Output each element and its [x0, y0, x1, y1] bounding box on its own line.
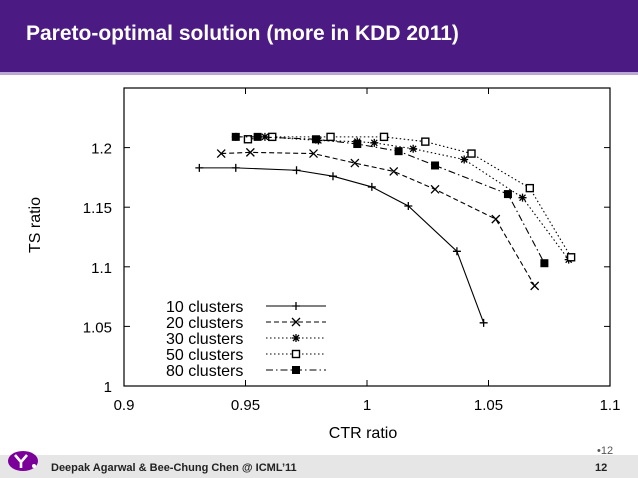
data-point-10-clusters [452, 247, 461, 256]
legend-marker-80-clusters [292, 366, 300, 374]
data-point-20-clusters [309, 149, 318, 159]
data-point-80-clusters [311, 135, 320, 144]
data-point-80-clusters [394, 147, 403, 156]
data-point-80-clusters [253, 132, 262, 141]
data-point-20-clusters [216, 149, 226, 159]
legend-label-50-clusters: 50 clusters [166, 347, 243, 364]
y-tick-label: 1.1 [91, 260, 112, 277]
data-point-80-clusters [431, 161, 440, 170]
data-point-30-clusters [460, 155, 469, 164]
data-point-50-clusters [566, 253, 576, 262]
data-point-30-clusters [518, 193, 527, 202]
legend-marker-30-clusters [292, 334, 300, 342]
series-line-20-clusters [221, 151, 536, 287]
data-point-80-clusters [503, 190, 512, 199]
series-line-30-clusters [235, 136, 570, 260]
data-point-50-clusters [379, 132, 389, 142]
data-point-50-clusters [525, 183, 535, 193]
y-tick-label: 1 [104, 379, 112, 396]
yahoo-logo-icon [8, 451, 38, 471]
series-line-80-clusters [235, 136, 545, 264]
x-tick-label: 1.05 [474, 397, 503, 414]
data-point-20-clusters [430, 184, 440, 194]
data-point-10-clusters [231, 163, 240, 172]
page-number: 12 [595, 462, 608, 474]
series-line-10-clusters [199, 167, 485, 324]
data-point-50-clusters [243, 135, 253, 144]
data-point-20-clusters [245, 147, 255, 157]
legend-marker-50-clusters [291, 349, 301, 359]
data-point-50-clusters [421, 137, 430, 146]
data-point-30-clusters [409, 144, 418, 153]
legend-marker-10-clusters [292, 302, 300, 310]
legend-marker-20-clusters [291, 317, 301, 327]
data-point-20-clusters [491, 214, 501, 224]
title-divider [0, 72, 638, 75]
data-point-20-clusters [350, 158, 360, 168]
pareto-chart: 0.9 0.95 1 1.05 1.1 1 1.05 1.1 1.15 1.2 CTR ratio T… [27, 87, 621, 442]
footer-author-text: Deepak Agarwal & Bee-Chung Chen @ ICML’1… [51, 462, 297, 474]
data-point-50-clusters [326, 132, 335, 142]
data-point-10-clusters [292, 166, 301, 175]
x-tick-label: 1 [363, 397, 371, 414]
data-point-50-clusters [467, 149, 476, 158]
x-tick-label: 0.9 [114, 397, 135, 414]
data-point-10-clusters [328, 172, 337, 181]
y-axis-label: TS ratio [27, 197, 44, 253]
y-tick-label: 1.2 [91, 141, 112, 158]
legend-label-10-clusters: 10 clusters [166, 299, 243, 316]
page-number-small: •12 [597, 445, 614, 457]
series-line-50-clusters [247, 136, 572, 258]
legend-label-30-clusters: 30 clusters [166, 331, 243, 348]
data-point-20-clusters [530, 281, 540, 291]
data-point-10-clusters [367, 182, 376, 191]
data-point-10-clusters [479, 318, 488, 327]
y-tick-label: 1.15 [83, 200, 112, 217]
y-tick-label: 1.05 [83, 319, 112, 336]
data-point-20-clusters [389, 166, 399, 176]
legend-label-20-clusters: 20 clusters [166, 315, 243, 332]
data-point-80-clusters [540, 259, 549, 268]
data-point-80-clusters [353, 140, 362, 149]
data-point-80-clusters [231, 132, 240, 141]
data-point-30-clusters [370, 138, 379, 147]
legend-label-80-clusters: 80 clusters [166, 363, 243, 380]
x-axis-label: CTR ratio [329, 425, 398, 442]
slide-title: Pareto-optimal solution (more in KDD 201… [26, 22, 459, 45]
title-bar [0, 0, 638, 72]
data-point-10-clusters [195, 163, 204, 172]
x-tick-label: 1.1 [600, 397, 621, 414]
footer-band [0, 455, 638, 478]
x-tick-label: 0.95 [231, 397, 260, 414]
data-point-10-clusters [404, 202, 413, 211]
